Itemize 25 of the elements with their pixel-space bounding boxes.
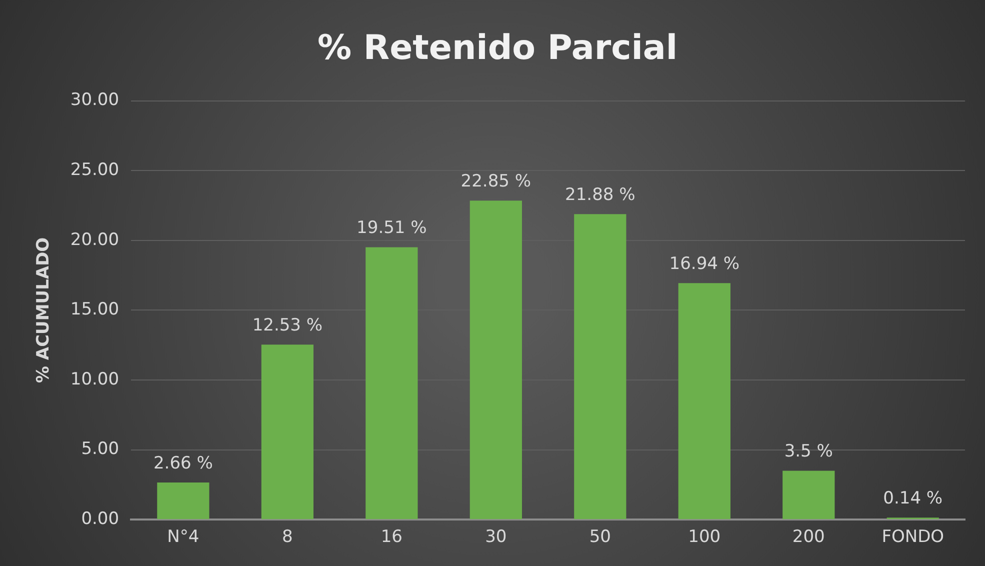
x-tick-label: N°4 xyxy=(167,527,200,548)
x-tick-label: 100 xyxy=(688,527,721,548)
y-tick-label: 25.00 xyxy=(70,160,120,180)
y-tick-label: 30.00 xyxy=(70,90,120,110)
data-label: 12.53 % xyxy=(252,316,323,336)
y-tick-label: 5.00 xyxy=(81,439,120,460)
data-label: 3.5 % xyxy=(784,442,833,462)
data-label: 21.88 % xyxy=(565,185,636,206)
x-tick-label: 8 xyxy=(282,527,293,548)
y-tick-label: 10.00 xyxy=(70,369,120,390)
data-label: 2.66 % xyxy=(153,453,213,474)
y-tick-label: 15.00 xyxy=(70,300,120,320)
y-axis-title: % ACUMULADO xyxy=(34,237,54,384)
y-tick-label: 20.00 xyxy=(70,230,120,250)
x-tick-label: 200 xyxy=(792,527,825,548)
data-label: 0.14 % xyxy=(883,488,943,509)
y-tick-label: 0.00 xyxy=(81,509,120,530)
x-tick-label: 16 xyxy=(380,527,402,548)
x-tick-label: FONDO xyxy=(882,527,944,548)
data-label: 22.85 % xyxy=(460,172,532,192)
data-label: 16.94 % xyxy=(669,254,740,274)
chart-title: % Retenido Parcial xyxy=(318,28,678,68)
x-tick-label: 50 xyxy=(589,527,611,548)
x-tick-label: 30 xyxy=(485,527,507,548)
data-label: 19.51 % xyxy=(356,218,427,238)
